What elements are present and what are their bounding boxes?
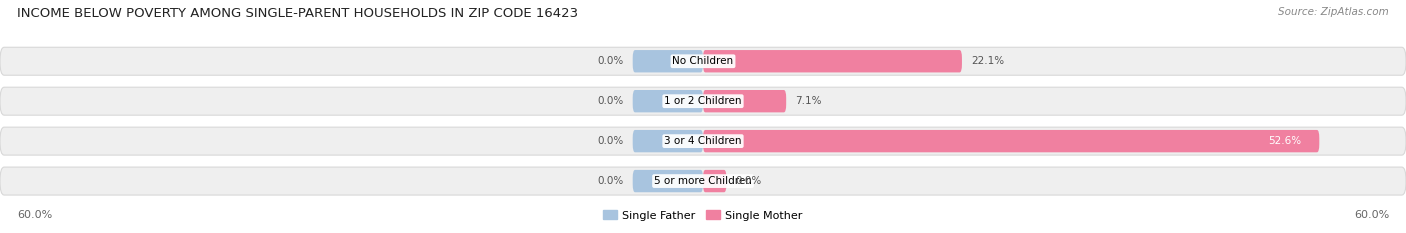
Text: 0.0%: 0.0% [598,136,623,146]
Text: 1 or 2 Children: 1 or 2 Children [664,96,742,106]
FancyBboxPatch shape [633,130,703,152]
FancyBboxPatch shape [703,90,786,112]
Text: Source: ZipAtlas.com: Source: ZipAtlas.com [1278,7,1389,17]
FancyBboxPatch shape [633,170,703,192]
FancyBboxPatch shape [0,47,1406,75]
FancyBboxPatch shape [0,167,1406,195]
Text: 3 or 4 Children: 3 or 4 Children [664,136,742,146]
FancyBboxPatch shape [633,90,703,112]
FancyBboxPatch shape [703,130,1319,152]
Legend: Single Father, Single Mother: Single Father, Single Mother [599,206,807,225]
Text: 60.0%: 60.0% [1354,210,1389,220]
Text: 22.1%: 22.1% [972,56,1004,66]
Text: 0.0%: 0.0% [598,56,623,66]
Text: 52.6%: 52.6% [1268,136,1302,146]
Text: 7.1%: 7.1% [796,96,823,106]
FancyBboxPatch shape [703,50,962,72]
Text: 60.0%: 60.0% [17,210,52,220]
Text: 0.0%: 0.0% [735,176,762,186]
Text: 0.0%: 0.0% [598,96,623,106]
Text: 5 or more Children: 5 or more Children [654,176,752,186]
Text: 0.0%: 0.0% [598,176,623,186]
Text: INCOME BELOW POVERTY AMONG SINGLE-PARENT HOUSEHOLDS IN ZIP CODE 16423: INCOME BELOW POVERTY AMONG SINGLE-PARENT… [17,7,578,20]
FancyBboxPatch shape [703,170,727,192]
FancyBboxPatch shape [633,50,703,72]
Text: No Children: No Children [672,56,734,66]
FancyBboxPatch shape [0,87,1406,115]
FancyBboxPatch shape [0,127,1406,155]
